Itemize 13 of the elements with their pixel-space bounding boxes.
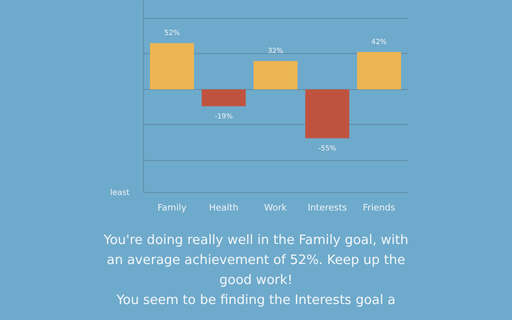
bar bbox=[202, 89, 246, 106]
x-tick-label: Health bbox=[208, 204, 239, 214]
x-tick-label: Interests bbox=[308, 204, 348, 214]
bar bbox=[305, 89, 350, 138]
text: You seem to be finding the Interests goal a bbox=[116, 293, 396, 308]
x-tick-label: Family bbox=[157, 204, 188, 214]
x-tick-label: Friends bbox=[362, 204, 396, 214]
x-tick-label: Work bbox=[264, 204, 288, 214]
bar bbox=[150, 43, 194, 90]
bar bbox=[357, 52, 402, 90]
text: least bbox=[110, 188, 130, 197]
bar bbox=[254, 60, 298, 90]
text: You're doing really well in the Family goal, with an average achievement of 52%. Keep up the good work! bbox=[104, 233, 408, 288]
